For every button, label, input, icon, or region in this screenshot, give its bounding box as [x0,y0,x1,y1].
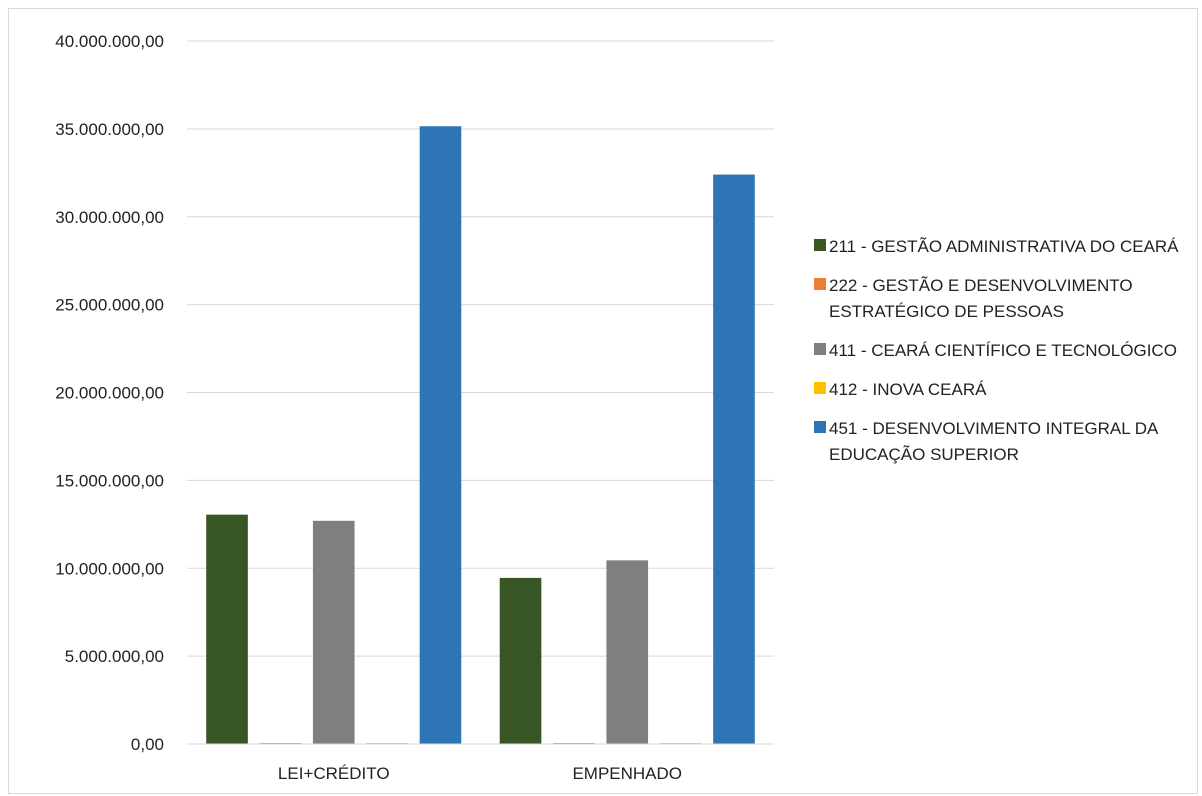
legend: 211 - GESTÃO ADMINISTRATIVA DO CEARÁ 222 … [814,234,1194,481]
bar-0-4 [419,126,462,744]
y-tick-label: 0,00 [131,735,164,754]
gridlines [187,40,774,657]
legend-swatch [814,382,826,394]
legend-label: 222 - GESTÃO E DESENVOLVIMENTO ESTRATÉGI… [829,276,1133,321]
legend-label: 412 - INOVA CEARÁ [829,380,987,399]
legend-label: 411 - CEARÁ CIENTÍFICO E TECNOLÓGICO [829,341,1177,360]
y-tick-label: 10.000.000,00 [55,559,164,578]
y-tick-label: 25.000.000,00 [55,296,164,315]
bar-1-2 [606,560,649,744]
legend-swatch [814,343,826,355]
x-axis-category-labels: LEI+CRÉDITO EMPENHADO [278,764,682,783]
y-tick-label: 35.000.000,00 [55,120,164,139]
legend-swatch [814,278,826,290]
x-category-label: LEI+CRÉDITO [278,764,390,783]
legend-label: 211 - GESTÃO ADMINISTRATIVA DO CEARÁ [829,237,1179,256]
legend-item: 451 - DESENVOLVIMENTO INTEGRAL DA EDUCAÇ… [814,416,1194,468]
legend-label: 451 - DESENVOLVIMENTO INTEGRAL DA EDUCAÇ… [829,419,1158,464]
y-tick-label: 30.000.000,00 [55,208,164,227]
legend-item: 412 - INOVA CEARÁ [814,377,1194,403]
legend-item: 222 - GESTÃO E DESENVOLVIMENTO ESTRATÉGI… [814,273,1194,325]
y-tick-label: 20.000.000,00 [55,384,164,403]
bars [206,126,755,744]
x-category-label: EMPENHADO [572,764,682,783]
legend-item: 411 - CEARÁ CIENTÍFICO E TECNOLÓGICO [814,338,1194,364]
y-axis-tick-labels: 0,00 5.000.000,00 10.000.000,00 15.000.000,… [55,32,164,754]
y-tick-label: 15.000.000,00 [55,471,164,490]
bar-0-2 [312,520,355,744]
legend-swatch [814,421,826,433]
y-tick-label: 40.000.000,00 [55,32,164,51]
legend-item: 211 - GESTÃO ADMINISTRATIVA DO CEARÁ [814,234,1194,260]
chart-frame [8,8,1198,794]
bar-1-4 [713,174,755,744]
bar-1-0 [499,577,542,744]
bar-0-0 [206,514,248,744]
legend-swatch [814,239,826,251]
y-tick-label: 5.000.000,00 [65,647,164,666]
